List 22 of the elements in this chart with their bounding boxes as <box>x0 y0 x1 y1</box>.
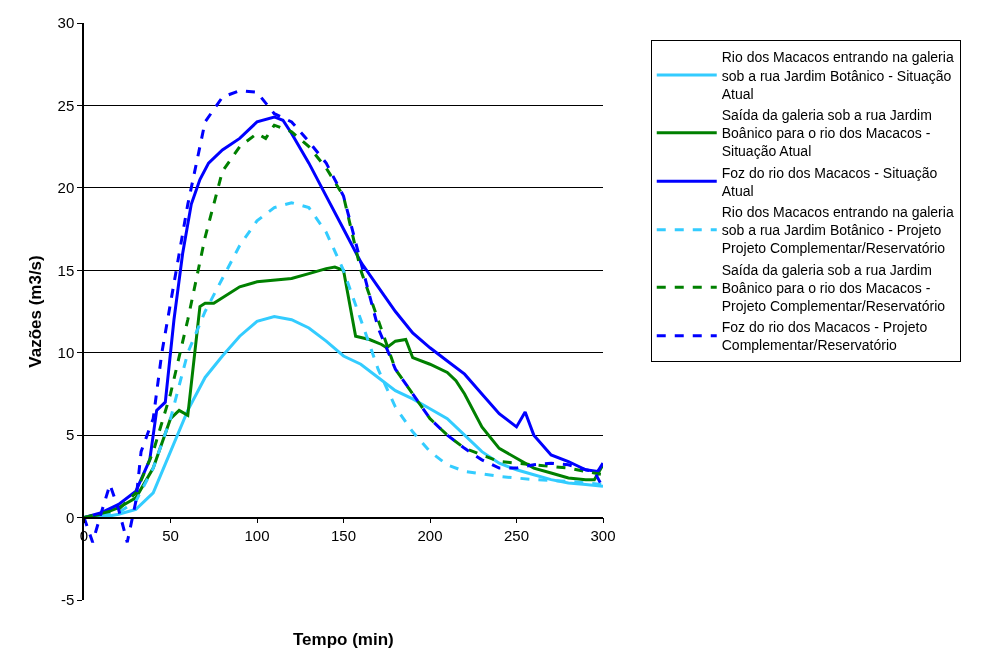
x-tick-label: 250 <box>503 527 530 545</box>
x-axis-title: Tempo (min) <box>293 630 394 649</box>
legend-label: Rio dos Macacos entrando na galeria sob a rua Jardim Botânico - Projeto Projeto Complementar/Reservatório <box>721 203 954 257</box>
y-tick-label: 20 <box>57 179 75 197</box>
y-tick-label: 10 <box>57 343 75 361</box>
x-tick-label: 150 <box>330 527 357 545</box>
x-tick-label: 200 <box>417 527 443 545</box>
y-tick-label: 30 <box>57 14 75 32</box>
y-axis-title: Vazões (m3/s) <box>25 255 45 368</box>
y-tick-label: 25 <box>57 96 75 114</box>
legend-label: Saída da galeria sob a rua Jardim Boânico para o rio dos Macacos - Projeto Complementar/Reservatório <box>721 261 946 314</box>
y-tick-label: 15 <box>57 261 75 279</box>
y-tick-label: 0 <box>65 508 75 526</box>
y-tick-label: -5 <box>60 591 75 609</box>
legend-label: Rio dos Macacos entrando na galeria sob a rua Jardim Botânico - Situação Atual <box>721 49 954 102</box>
y-tick-label: 5 <box>65 426 75 444</box>
legend-label: Foz do rio dos Macacos - Projeto Complementar/Reservatório <box>721 319 928 354</box>
x-tick-label: 300 <box>590 527 616 545</box>
legend-label: Saída da galeria sob a rua Jardim Boânico para o rio dos Macacos - Situação Atual <box>721 106 932 160</box>
x-tick-label: 50 <box>162 527 179 545</box>
legend-label: Foz do rio dos Macacos - Situação Atual <box>721 164 938 199</box>
x-tick-label: 100 <box>244 527 270 545</box>
